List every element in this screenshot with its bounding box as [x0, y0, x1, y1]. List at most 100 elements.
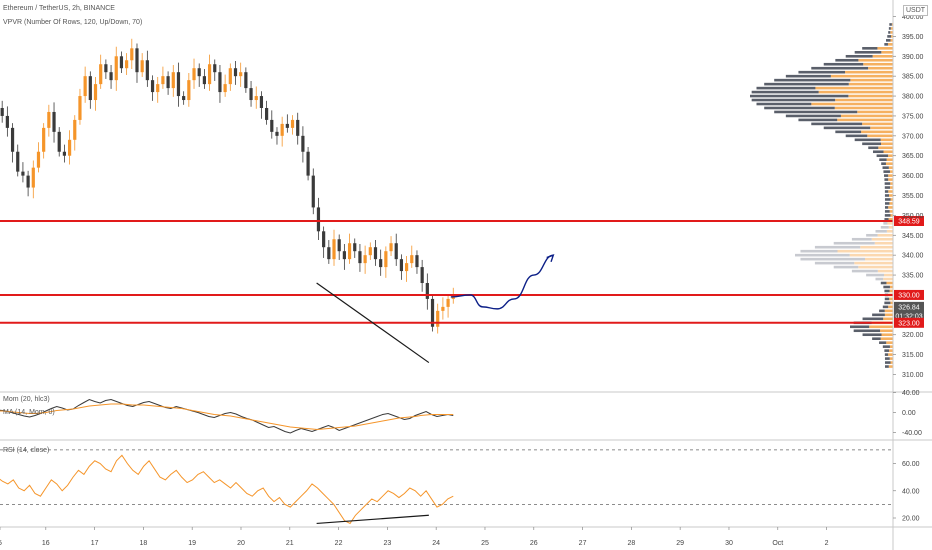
vpvr-bar-down: [883, 285, 890, 289]
candle-body: [249, 88, 253, 101]
vpvr-bar-down: [882, 345, 890, 348]
rsi-series-line: [0, 454, 454, 525]
vpvr-bar-down: [884, 289, 890, 293]
candle-body: [342, 251, 346, 260]
candle-body: [441, 306, 445, 311]
candle-body: [176, 72, 181, 97]
candle-body: [140, 60, 144, 73]
candle-body: [156, 84, 160, 93]
vpvr-bar-down: [884, 202, 890, 205]
currency-label: USDT: [903, 5, 929, 16]
vpvr-bar-up: [885, 162, 893, 165]
candle-body: [218, 72, 222, 93]
vpvr-bar-up: [890, 198, 893, 201]
candle-body: [67, 139, 72, 156]
vpvr-bar-up: [877, 47, 893, 50]
vpvr-bar-down: [853, 329, 881, 333]
vpvr-bar-up: [862, 122, 893, 126]
time-tick-label: 19: [188, 540, 196, 547]
candle-body: [420, 267, 424, 284]
vpvr-bar-up: [883, 150, 893, 154]
vpvr-bar-down: [884, 43, 888, 46]
vpvr-bar-down: [862, 142, 882, 146]
vpvr-bar-up: [877, 233, 893, 237]
candle-body: [384, 251, 388, 268]
vpvr-bar-down: [785, 74, 831, 78]
vpvr-bar-up: [884, 309, 893, 313]
candle-body: [290, 119, 295, 128]
vpvr-bar-down: [884, 206, 889, 209]
candle-body: [93, 84, 98, 101]
vpvr-bar-up: [840, 114, 893, 118]
candle-body: [306, 151, 310, 176]
vpvr-bar-up: [878, 146, 893, 150]
price-tick-label: 385.00: [902, 74, 924, 81]
vpvr-bar-down: [880, 226, 889, 229]
vpvr-bar-down: [883, 170, 890, 173]
vpvr-bar-down: [883, 222, 888, 225]
candle-body: [322, 231, 326, 248]
vpvr-bar-down: [835, 130, 862, 134]
rsi-pane: [0, 449, 893, 525]
vpvr-bar-up: [889, 186, 893, 189]
candle-body: [280, 123, 284, 136]
vpvr-bar-up: [868, 66, 893, 70]
vpvr-bar-up: [869, 325, 893, 329]
vpvr-bar-up: [848, 94, 893, 98]
vpvr-bar-down: [884, 194, 889, 197]
price-tag: [894, 311, 924, 322]
candle-body: [254, 96, 258, 101]
candle-body: [301, 135, 305, 152]
mom-tick-label: 0.00: [902, 410, 916, 417]
candle-body: [5, 115, 9, 128]
vpvr-bar-up: [888, 174, 893, 177]
vpvr-bar-up: [887, 43, 893, 46]
candle-body: [202, 76, 206, 85]
vpvr-bar-up: [880, 337, 893, 340]
candle-body: [78, 96, 82, 120]
candle-body: [285, 123, 289, 128]
vpvr-bar-up: [861, 130, 893, 134]
candle-body: [99, 64, 103, 85]
candle-body: [161, 76, 165, 85]
candle-body: [389, 243, 393, 252]
vpvr-bar-up: [886, 281, 893, 285]
vpvr-bar-down: [887, 35, 892, 38]
vpvr-bar-up: [834, 106, 893, 110]
price-tag: [894, 301, 924, 312]
candle-body: [57, 131, 61, 152]
candle-body: [192, 68, 196, 81]
vpvr-bar-down: [872, 337, 881, 340]
vpvr-bar-down: [888, 31, 891, 34]
candle-body: [182, 96, 186, 101]
vpvr-bar-down: [823, 126, 871, 130]
vpvr-bar-down: [884, 210, 890, 213]
time-tick-label: 26: [530, 540, 538, 547]
price-tag: [894, 215, 924, 226]
time-tick-label: 30: [725, 540, 733, 547]
vpvr-bar-down: [851, 237, 872, 241]
candle-body: [187, 80, 191, 101]
vpvr-bar-down: [862, 317, 884, 321]
vpvr-bar-down: [756, 102, 812, 106]
vpvr-bar-down: [862, 333, 882, 337]
vpvr-bar-up: [837, 249, 893, 253]
time-tick-label: 27: [579, 540, 587, 547]
vpvr-bar-down: [884, 174, 889, 177]
candle-body: [21, 171, 25, 176]
vpvr-bar-down: [845, 134, 868, 138]
rsi-divergence-line: [316, 514, 429, 525]
vpvr-bar-down: [884, 365, 889, 368]
candle-body: [425, 283, 429, 299]
mom-pane: [0, 398, 454, 434]
vpvr-bar-down: [774, 110, 858, 114]
candle-body: [0, 107, 4, 116]
vpvr-bar-down: [884, 178, 889, 181]
vpvr-bar-up: [888, 190, 893, 193]
vpvr-bar-down: [885, 39, 891, 42]
vpvr-bar-up: [849, 253, 893, 257]
vpvr-bar-down: [811, 66, 869, 70]
candle-body: [404, 263, 409, 272]
vpvr-bar-up: [887, 222, 893, 225]
